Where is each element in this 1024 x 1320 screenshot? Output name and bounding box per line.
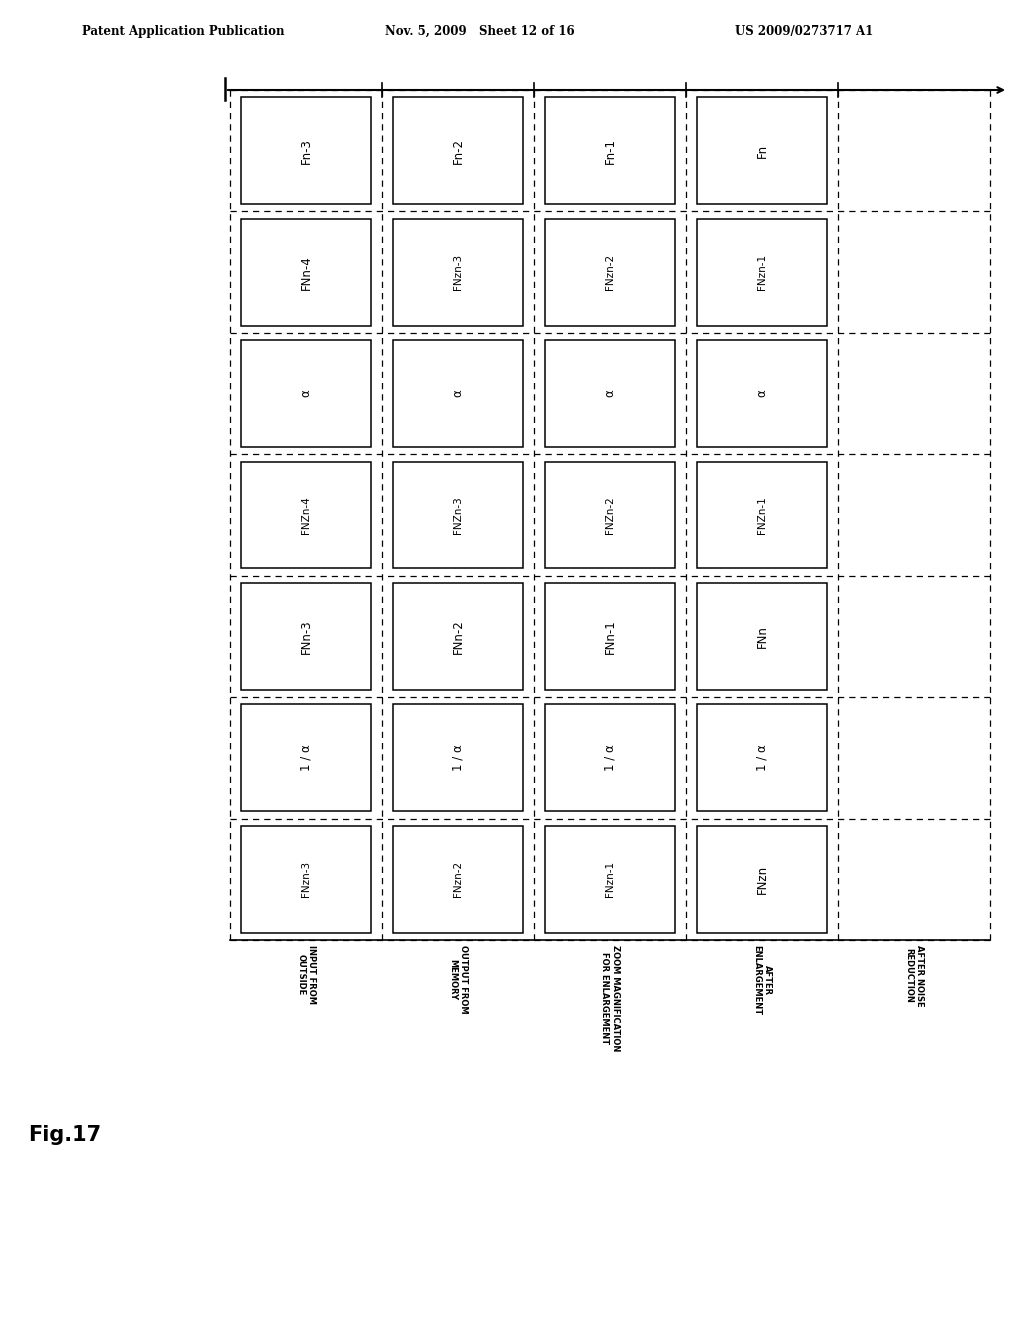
Text: FNZn-4: FNZn-4 (301, 496, 311, 533)
Text: FNZn-2: FNZn-2 (605, 496, 615, 533)
Bar (241, 826, 372, 933)
Bar (696, 583, 827, 690)
Bar (241, 462, 372, 569)
Text: α: α (756, 389, 768, 397)
Text: FNzn-3: FNzn-3 (301, 861, 311, 898)
Bar (545, 341, 676, 447)
Bar (545, 826, 676, 933)
Text: FNzn-1: FNzn-1 (605, 861, 615, 898)
Bar (696, 826, 827, 933)
Text: FNZn-1: FNZn-1 (757, 496, 767, 533)
Bar (696, 705, 827, 812)
Text: FNn-4: FNn-4 (299, 255, 312, 289)
Text: OUTPUT FROM
MEMORY: OUTPUT FROM MEMORY (449, 945, 468, 1014)
Bar (696, 219, 827, 326)
Text: Patent Application Publication: Patent Application Publication (82, 25, 285, 38)
Text: AFTER NOISE
REDUCTION: AFTER NOISE REDUCTION (904, 945, 924, 1007)
Bar (696, 341, 827, 447)
Bar (392, 341, 523, 447)
Bar (241, 705, 372, 812)
Bar (241, 98, 372, 205)
Bar (696, 98, 827, 205)
Text: FNzn: FNzn (756, 865, 768, 894)
Text: Nov. 5, 2009   Sheet 12 of 16: Nov. 5, 2009 Sheet 12 of 16 (385, 25, 574, 38)
Bar (241, 583, 372, 690)
Bar (392, 462, 523, 569)
Text: FNzn-3: FNzn-3 (453, 253, 463, 290)
Bar (392, 826, 523, 933)
Text: Fn: Fn (756, 144, 768, 158)
Text: Fn-2: Fn-2 (452, 137, 465, 164)
Text: Fig.17: Fig.17 (28, 1125, 101, 1144)
Text: Fn-1: Fn-1 (603, 137, 616, 164)
Text: FNZn-3: FNZn-3 (453, 496, 463, 533)
Bar (545, 462, 676, 569)
Bar (545, 705, 676, 812)
Bar (545, 98, 676, 205)
Bar (392, 705, 523, 812)
Text: ZOOM MAGNIFICATION
FOR ENLARGEMENT: ZOOM MAGNIFICATION FOR ENLARGEMENT (600, 945, 620, 1051)
Text: 1 / α: 1 / α (452, 744, 465, 771)
Text: 1 / α: 1 / α (299, 744, 312, 771)
Text: US 2009/0273717 A1: US 2009/0273717 A1 (735, 25, 873, 38)
Bar (241, 341, 372, 447)
Text: α: α (452, 389, 465, 397)
Text: α: α (299, 389, 312, 397)
Text: FNzn-2: FNzn-2 (453, 861, 463, 898)
Text: Fn-3: Fn-3 (299, 137, 312, 164)
Text: FNn: FNn (756, 624, 768, 648)
Bar (241, 219, 372, 326)
Text: FNn-2: FNn-2 (452, 619, 465, 653)
Bar (392, 98, 523, 205)
Text: FNzn-2: FNzn-2 (605, 253, 615, 290)
Bar (392, 583, 523, 690)
Text: α: α (603, 389, 616, 397)
Text: 1 / α: 1 / α (603, 744, 616, 771)
Text: FNn-3: FNn-3 (299, 619, 312, 653)
Bar (696, 462, 827, 569)
Text: AFTER
ENLARGEMENT: AFTER ENLARGEMENT (753, 945, 772, 1015)
Text: INPUT FROM
OUTSIDE: INPUT FROM OUTSIDE (296, 945, 315, 1005)
Bar (545, 583, 676, 690)
Text: FNn-1: FNn-1 (603, 619, 616, 653)
Text: FNzn-1: FNzn-1 (757, 253, 767, 290)
Bar (392, 219, 523, 326)
Text: 1 / α: 1 / α (756, 744, 768, 771)
Bar (545, 219, 676, 326)
